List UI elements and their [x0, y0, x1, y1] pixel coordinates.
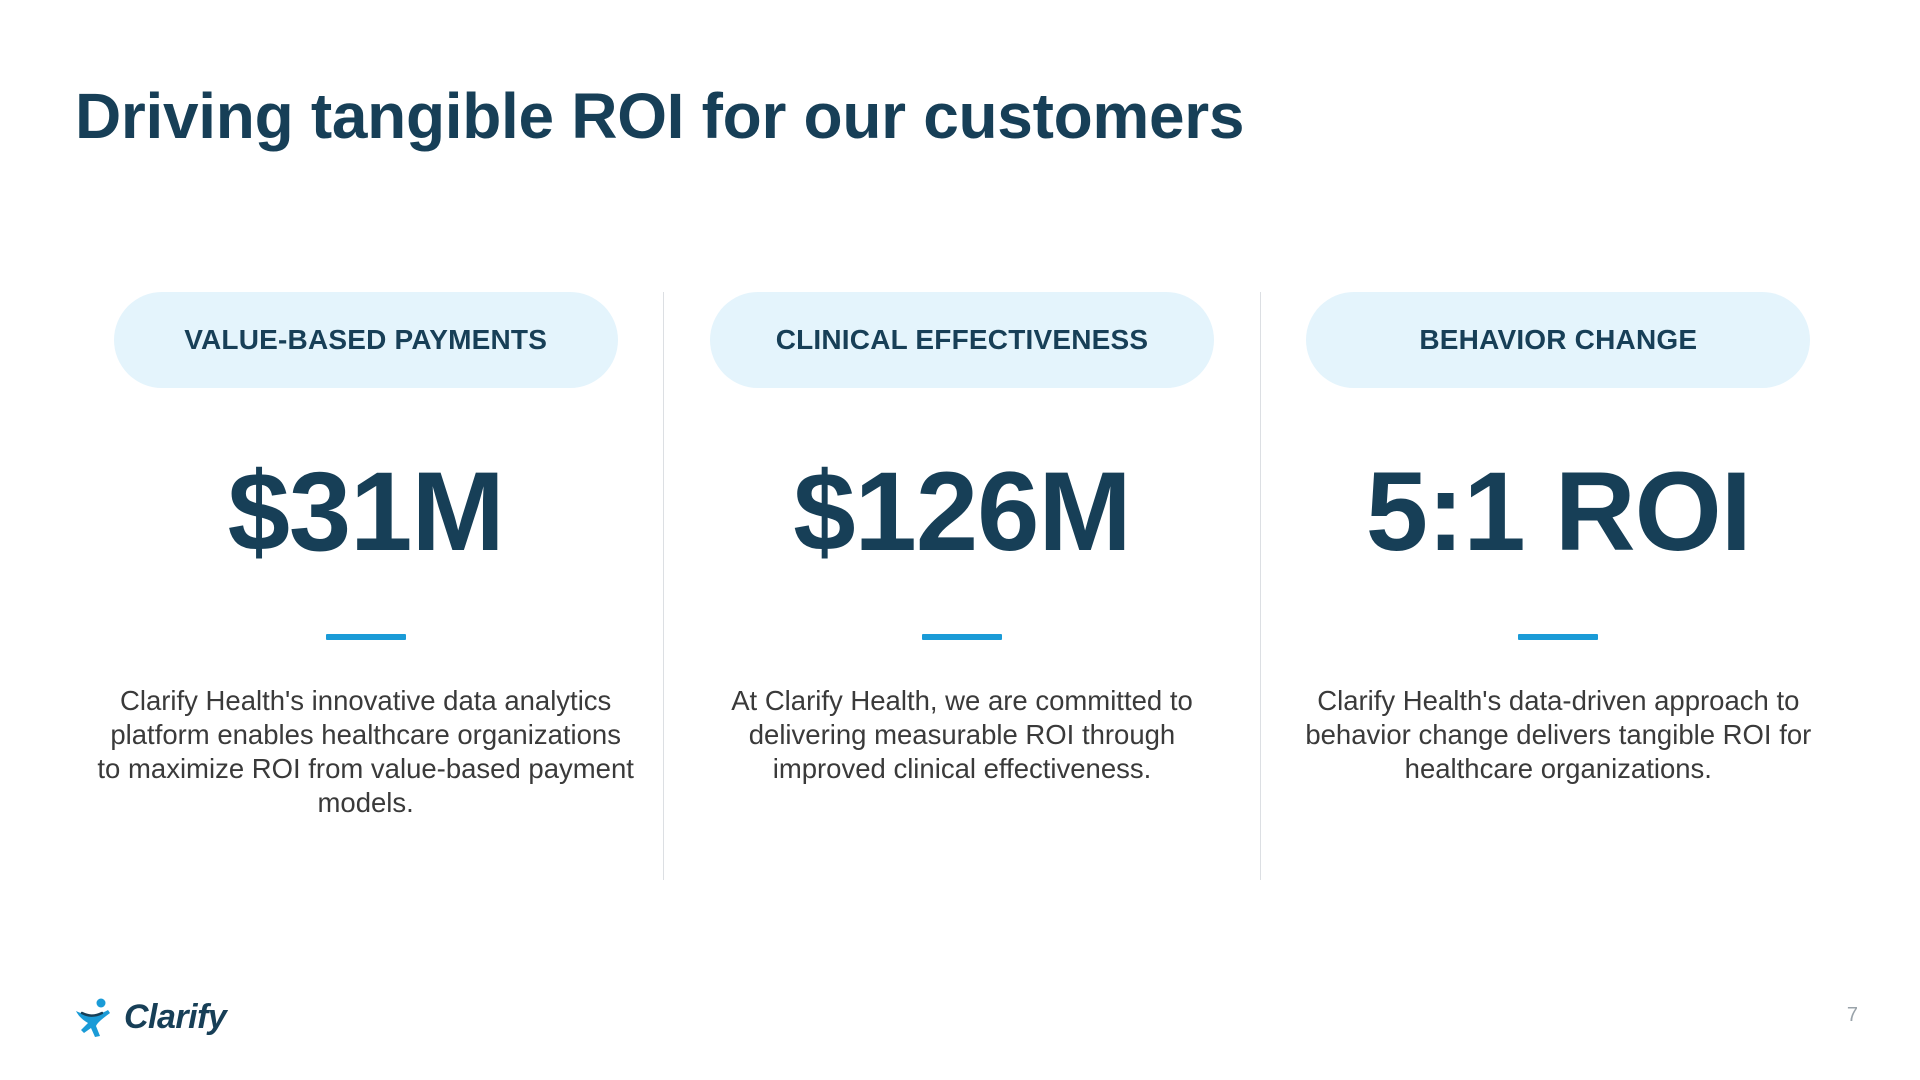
roi-columns: VALUE-BASED PAYMENTS $31M Clarify Health… [68, 292, 1856, 880]
metric-value: 5:1 ROI [1365, 449, 1752, 574]
category-pill: VALUE-BASED PAYMENTS [113, 292, 618, 388]
page-number: 7 [1846, 1004, 1858, 1026]
clarify-logo: Clarify [74, 996, 227, 1038]
metric-value: $126M [793, 449, 1131, 574]
metric-description: Clarify Health's data-driven approach to… [1305, 685, 1812, 784]
metric-description: Clarify Health's innovative data analyti… [97, 685, 634, 818]
metric-description: At Clarify Health, we are committed to d… [731, 685, 1193, 784]
accent-divider [921, 634, 1002, 640]
clarify-figure-icon [76, 998, 110, 1037]
category-pill: BEHAVIOR CHANGE [1306, 292, 1811, 388]
accent-divider [1518, 634, 1599, 640]
column-clinical-effectiveness: CLINICAL EFFECTIVENESS $126M At Clarify … [663, 292, 1259, 880]
accent-divider [325, 634, 406, 640]
category-pill: CLINICAL EFFECTIVENESS [709, 292, 1214, 388]
logo-wordmark: Clarify [124, 997, 227, 1036]
metric-value: $31M [227, 449, 505, 574]
column-value-based-payments: VALUE-BASED PAYMENTS $31M Clarify Health… [68, 292, 663, 880]
column-behavior-change: BEHAVIOR CHANGE 5:1 ROI Clarify Health's… [1259, 292, 1856, 880]
slide-title: Driving tangible ROI for our customers [75, 80, 1245, 152]
